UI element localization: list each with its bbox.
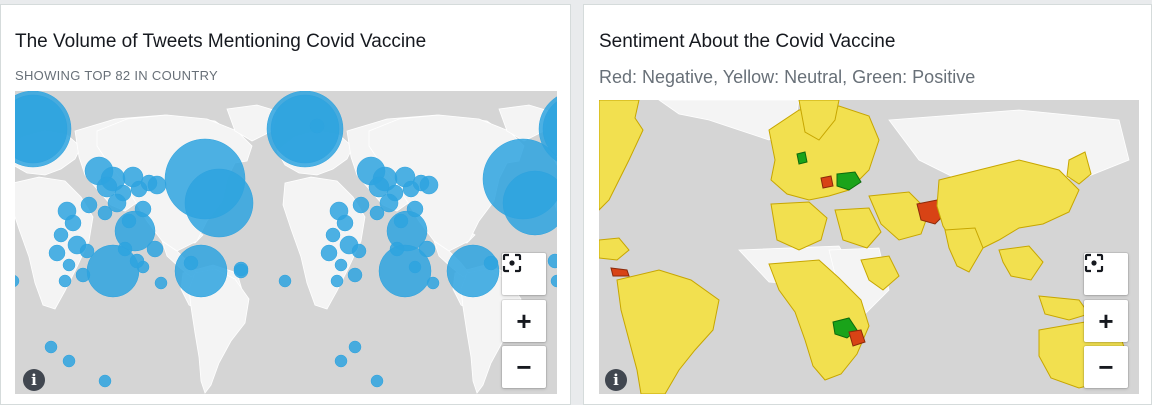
panel-subtitle: Red: Negative, Yellow: Neutral, Green: P…: [599, 67, 976, 87]
tweet-volume-bubble[interactable]: [393, 213, 409, 229]
tweet-volume-bubble[interactable]: [233, 263, 249, 279]
tweet-volume-bubble[interactable]: [378, 244, 432, 298]
tweet-volume-bubble[interactable]: [96, 176, 118, 198]
zoom-out-button[interactable]: −: [1084, 346, 1128, 388]
tweet-volume-bubble[interactable]: [134, 200, 152, 218]
zoom-out-button[interactable]: −: [502, 346, 546, 388]
tweet-volume-bubble[interactable]: [184, 168, 254, 238]
tweet-volume-bubble[interactable]: [352, 196, 370, 214]
tweet-volume-bubble[interactable]: [86, 244, 140, 298]
tweet-volume-panel: The Volume of Tweets Mentioning Covid Va…: [0, 4, 571, 405]
tweet-volume-bubble[interactable]: [53, 227, 69, 243]
tweet-volume-bubble[interactable]: [146, 240, 164, 258]
tweet-volume-bubble[interactable]: [62, 258, 76, 272]
tweet-volume-bubble[interactable]: [174, 244, 228, 298]
tweet-volume-bubble[interactable]: [502, 170, 557, 236]
tweet-volume-bubble[interactable]: [79, 243, 95, 259]
tweet-volume-bubble[interactable]: [379, 193, 399, 213]
zoom-in-button[interactable]: +: [502, 300, 546, 342]
tweet-volume-bubble[interactable]: [334, 354, 348, 368]
tweet-volume-bubble[interactable]: [325, 227, 341, 243]
tweet-volume-bubble[interactable]: [351, 243, 367, 259]
sentiment-regions: [599, 100, 1128, 394]
tweet-volume-bubble[interactable]: [309, 118, 325, 134]
tweet-volume-bubble[interactable]: [547, 253, 557, 269]
panel-title: Sentiment About the Covid Vaccine: [599, 31, 896, 52]
sentiment-map-canvas: [599, 100, 1130, 394]
tweet-volume-bubble[interactable]: [542, 95, 557, 163]
recenter-icon: [1084, 253, 1104, 273]
recenter-button[interactable]: [1084, 253, 1128, 295]
tweet-volume-bubble[interactable]: [129, 253, 145, 269]
tweet-volume-bubble[interactable]: [98, 374, 112, 388]
tweet-volume-bubble[interactable]: [44, 340, 58, 354]
tweet-volume-bubble[interactable]: [348, 340, 362, 354]
tweet-volume-bubble[interactable]: [278, 274, 292, 288]
tweet-volume-bubble[interactable]: [48, 244, 66, 262]
info-icon[interactable]: i: [23, 369, 45, 391]
tweet-volume-bubble[interactable]: [368, 176, 390, 198]
sentiment-map[interactable]: + − i: [599, 100, 1139, 394]
tweet-volume-bubble[interactable]: [369, 205, 385, 221]
tweet-volume-bubble[interactable]: [80, 196, 98, 214]
bubble-map[interactable]: + − i: [15, 91, 557, 394]
tweet-volume-bubble[interactable]: [107, 193, 127, 213]
tweet-volume-bubble[interactable]: [62, 354, 76, 368]
tweet-volume-bubble[interactable]: [183, 255, 199, 271]
tweet-volume-bubble[interactable]: [330, 274, 344, 288]
recenter-button[interactable]: [502, 253, 546, 295]
tweet-volume-bubble[interactable]: [334, 258, 348, 272]
tweet-volume-bubble[interactable]: [147, 175, 167, 195]
sentiment-panel: Sentiment About the Covid Vaccine Red: N…: [583, 4, 1152, 405]
tweet-volume-bubble[interactable]: [97, 205, 113, 221]
tweet-volume-bubble[interactable]: [336, 214, 354, 232]
tweet-volume-bubble[interactable]: [15, 275, 20, 287]
tweet-volume-bubble[interactable]: [15, 94, 68, 164]
tweet-volume-bubble[interactable]: [320, 244, 338, 262]
tweet-volume-bubble[interactable]: [347, 267, 363, 283]
tweet-volume-bubble[interactable]: [483, 255, 499, 271]
tweet-volume-bubble[interactable]: [154, 276, 168, 290]
recenter-icon: [502, 253, 522, 273]
tweet-volume-bubble[interactable]: [419, 175, 439, 195]
tweet-volume-bubble[interactable]: [121, 213, 137, 229]
tweet-volume-bubble[interactable]: [64, 214, 82, 232]
tweet-volume-bubble[interactable]: [370, 374, 384, 388]
tweet-volume-bubble[interactable]: [550, 274, 557, 288]
tweet-volume-bubble[interactable]: [406, 200, 424, 218]
info-icon[interactable]: i: [605, 369, 627, 391]
panel-title: The Volume of Tweets Mentioning Covid Va…: [15, 31, 427, 52]
tweet-volume-bubble[interactable]: [270, 94, 340, 164]
tweet-volume-bubble[interactable]: [446, 244, 500, 298]
tweet-bubbles: [15, 91, 557, 388]
tweet-volume-bubble[interactable]: [58, 274, 72, 288]
bubble-map-canvas: [15, 91, 557, 394]
zoom-in-button[interactable]: +: [1084, 300, 1128, 342]
panel-subtitle: SHOWING TOP 82 IN COUNTRY: [15, 68, 219, 83]
